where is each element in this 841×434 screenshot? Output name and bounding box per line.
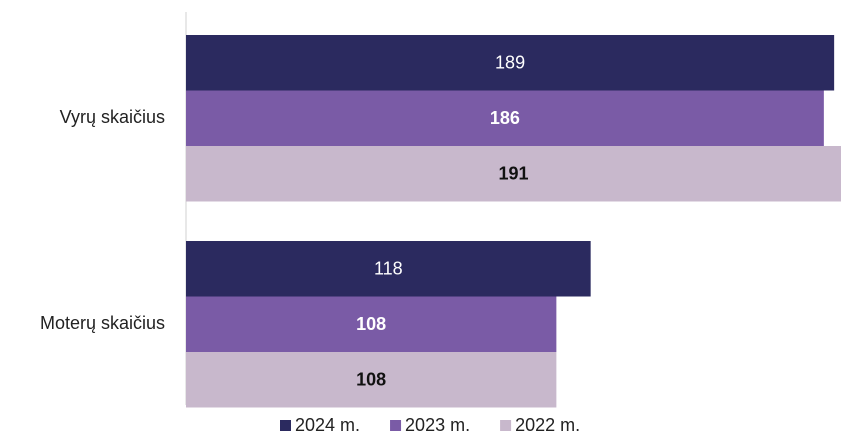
legend-label: 2024 m.: [295, 415, 360, 434]
data-label: 189: [495, 53, 525, 73]
data-label: 191: [498, 164, 528, 184]
legend-swatch: [280, 420, 291, 431]
legend-label: 2023 m.: [405, 415, 470, 434]
category-label: Vyrų skaičius: [60, 107, 165, 127]
legend-swatch: [500, 420, 512, 431]
bar: [186, 296, 557, 352]
data-label: 118: [374, 259, 403, 279]
bar: [186, 35, 835, 91]
bar: [186, 90, 824, 146]
legend-label: 2022 m.: [515, 415, 580, 434]
data-label: 108: [356, 314, 386, 334]
bar: [186, 241, 591, 297]
data-label: 108: [356, 370, 386, 390]
legend-swatch: [390, 420, 402, 431]
bar: [186, 146, 841, 202]
data-label: 186: [490, 108, 520, 128]
category-label: Moterų skaičius: [40, 313, 165, 333]
bar: [186, 352, 557, 408]
